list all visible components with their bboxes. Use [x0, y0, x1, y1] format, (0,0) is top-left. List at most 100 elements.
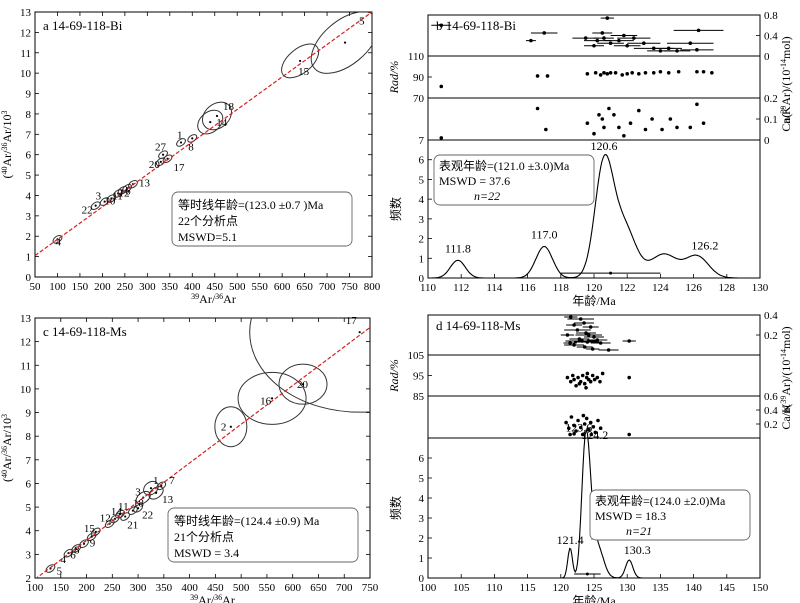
- step-point: [568, 341, 572, 345]
- y-tick-label: 1: [419, 553, 425, 565]
- x-tick-label: 700: [336, 582, 353, 594]
- step-point: [439, 23, 444, 28]
- x-tick-label: 120: [553, 582, 570, 594]
- point-label: 14: [111, 506, 123, 518]
- peak-label: 130.3: [624, 543, 651, 557]
- point-label: 15: [84, 523, 96, 535]
- y-tick-label: 0.6: [764, 391, 778, 403]
- step-point: [688, 41, 693, 45]
- analysis-count: 21个分析点: [174, 530, 234, 544]
- data-point: [215, 114, 219, 118]
- point-label: 12: [100, 513, 111, 525]
- y-tick-label: 4: [26, 190, 32, 202]
- y-tick-label: 1: [419, 253, 425, 265]
- error-ellipse: [45, 564, 56, 573]
- x-tick-label: 124: [652, 282, 669, 294]
- rad-point: [535, 74, 540, 78]
- error-ellipse: [214, 406, 248, 448]
- analysis-count: n=21: [626, 524, 652, 538]
- isochron-fit-line: [35, 326, 370, 578]
- x-tick-label: 450: [206, 281, 223, 293]
- cak-point: [602, 125, 606, 130]
- info-box: [171, 191, 353, 247]
- y-tick-label: 1: [26, 252, 32, 264]
- point-label: 9: [90, 538, 96, 550]
- step-point: [582, 321, 586, 325]
- point-label: 7: [169, 475, 175, 487]
- apparent-age: 表观年龄=(124.0 ±2.0)Ma: [595, 494, 726, 508]
- step-point: [595, 338, 600, 342]
- point-label: 3: [135, 487, 141, 499]
- frequency-axis-label: 频数: [388, 496, 403, 520]
- cak-point: [572, 423, 576, 428]
- cak-point: [675, 125, 679, 130]
- x-tick-label: 500: [229, 281, 246, 293]
- cak-point: [668, 117, 673, 121]
- point-label: 16: [260, 395, 272, 407]
- y-tick-label: 10: [20, 68, 32, 80]
- y-tick-label: 6: [26, 478, 32, 490]
- point-label: 17: [174, 162, 186, 174]
- step-point: [608, 41, 613, 45]
- rad-point: [608, 71, 613, 75]
- point-label: 21: [127, 520, 138, 532]
- cak-point: [607, 106, 611, 111]
- rad-point: [598, 73, 603, 77]
- x-tick-label: 116: [520, 282, 537, 294]
- step-point: [582, 345, 587, 349]
- data-point: [229, 425, 232, 428]
- apparent-age: 表观年龄=(121.0 ±3.0)Ma: [439, 159, 570, 173]
- step-point: [572, 323, 576, 327]
- rad-point: [595, 375, 600, 380]
- y-tick-label: 0.4: [764, 31, 778, 43]
- error-ellipse: [63, 548, 74, 558]
- x-tick-label: 110: [420, 282, 437, 294]
- y-tick-label: 0.4: [764, 310, 778, 322]
- y-tick-label: 11: [20, 48, 31, 60]
- y-tick-label: 3: [419, 513, 425, 525]
- mswd: MSWD = 18.3: [595, 509, 666, 523]
- rad-point: [565, 375, 570, 380]
- error-ellipse: [155, 157, 166, 167]
- step-point: [568, 315, 573, 319]
- rad-point: [620, 73, 625, 77]
- data-point: [159, 160, 162, 163]
- cak-point: [612, 113, 616, 117]
- y-tick-label: 5: [26, 502, 32, 514]
- cak-point: [574, 429, 578, 433]
- y-tick-label: 9: [26, 408, 32, 420]
- cak-point: [544, 127, 548, 132]
- error-ellipse: [278, 363, 328, 405]
- step-point: [542, 31, 546, 35]
- x-tick-label: 750: [362, 582, 379, 594]
- cak-point: [586, 427, 591, 432]
- cak-point: [597, 113, 601, 117]
- data-point: [161, 153, 165, 156]
- rad-point: [439, 84, 444, 89]
- step-point: [605, 16, 610, 20]
- error-ellipse: [128, 506, 138, 515]
- x-axis-label: 39Ar/36Ar: [190, 593, 235, 603]
- y-tick-label: 7: [26, 455, 32, 467]
- step-point: [598, 341, 603, 345]
- x-tick-label: 145: [719, 582, 736, 594]
- point-label: 8: [74, 545, 80, 557]
- step-point: [592, 43, 596, 48]
- x-tick-label: 126: [685, 282, 702, 294]
- y-tick-label: 5: [419, 473, 425, 485]
- y-tick-label: 9: [26, 89, 32, 101]
- data-point: [118, 513, 122, 516]
- y-tick-label: 10: [20, 384, 32, 396]
- point-label: 13: [162, 494, 174, 506]
- x-tick-label: 500: [233, 582, 250, 594]
- info-box: [167, 507, 359, 563]
- x-tick-label: 600: [274, 281, 291, 293]
- panel-title: a 14-69-118-Bi: [43, 18, 123, 33]
- step-point: [625, 43, 629, 48]
- data-point: [124, 515, 127, 518]
- y-tick-label: 3: [419, 214, 425, 226]
- info-box: [433, 154, 595, 206]
- error-ellipse: [90, 527, 101, 537]
- rad-point: [585, 371, 590, 376]
- rad-point: [590, 373, 595, 378]
